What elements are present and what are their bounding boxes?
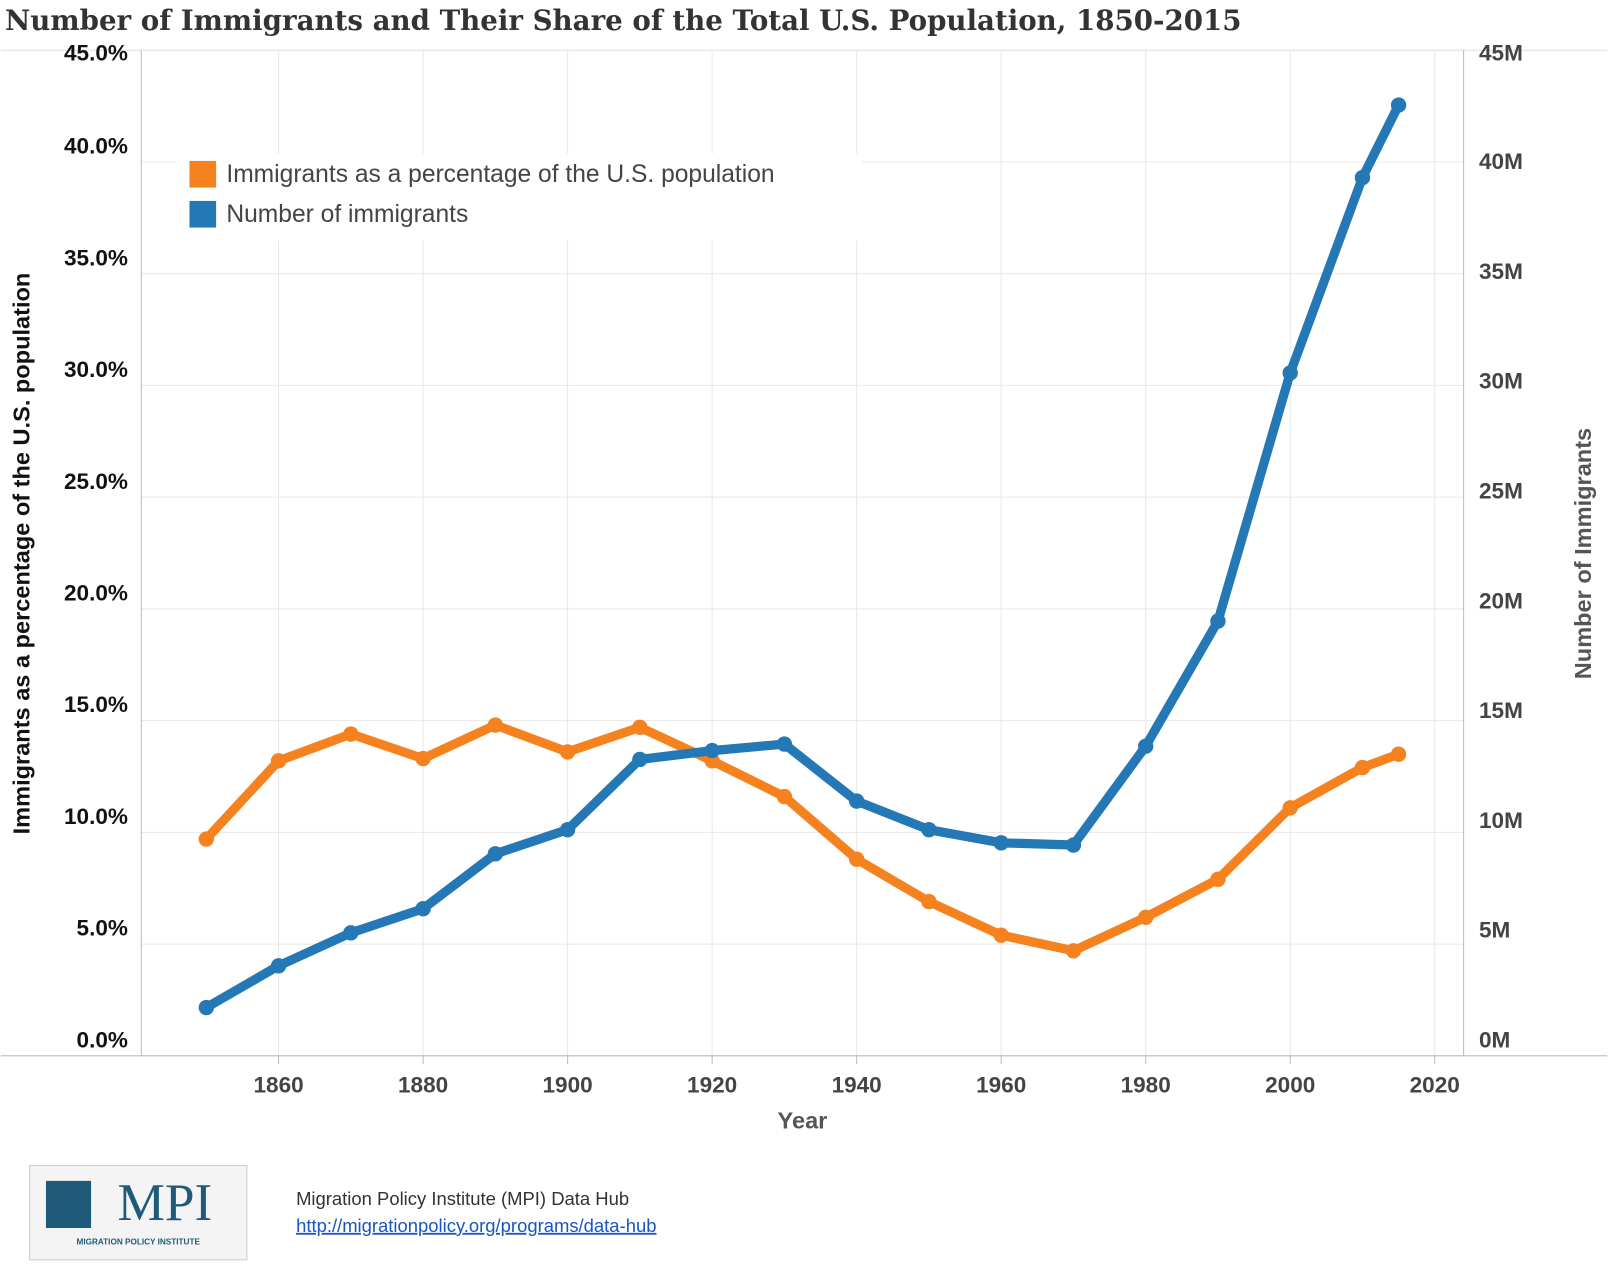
data-point <box>1354 759 1371 776</box>
y2-axis-title: Number of Immigrants <box>1570 428 1596 679</box>
data-point <box>487 717 504 733</box>
source-text: Migration Policy Institute (MPI) Data Hu… <box>296 1188 629 1209</box>
y-tick-label: 5.0% <box>77 916 128 941</box>
y2-tick-label: 30M <box>1479 369 1523 394</box>
y-tick-label: 40.0% <box>64 134 128 159</box>
logo-subtitle: MIGRATION POLICY INSTITUTE <box>77 1238 201 1247</box>
y2-tick-label: 15M <box>1479 698 1523 723</box>
data-point <box>415 750 431 767</box>
x-tick-label: 1900 <box>543 1073 593 1098</box>
y2-tick-label: 40M <box>1479 149 1523 174</box>
data-point <box>559 821 576 838</box>
series-line <box>202 720 1401 956</box>
data-point <box>1390 97 1407 113</box>
y-tick-label: 10.0% <box>64 804 128 829</box>
x-tick-label: 1980 <box>1121 1073 1171 1098</box>
data-point <box>1065 943 1082 959</box>
legend: Immigrants as a percentage of the U.S. p… <box>177 153 862 241</box>
data-point <box>1282 365 1298 381</box>
data-point <box>1138 738 1154 754</box>
y-tick-label: 25.0% <box>64 469 128 494</box>
data-point <box>776 736 793 752</box>
legend-label: Immigrants as a percentage of the U.S. p… <box>226 161 774 188</box>
data-point <box>559 744 576 760</box>
series-line <box>204 103 1403 1012</box>
data-point <box>632 719 648 736</box>
logo: MPI MIGRATION POLICY INSTITUTE <box>29 1164 248 1261</box>
data-point <box>415 901 431 917</box>
y-axis-title: Immigrants as a percentage of the U.S. p… <box>9 273 35 835</box>
data-point <box>198 831 215 847</box>
data-point <box>704 742 720 759</box>
data-point <box>1065 837 1082 853</box>
legend-swatch <box>189 160 217 188</box>
y2-tick-label: 10M <box>1479 808 1523 833</box>
y2-tick-label: 35M <box>1479 259 1523 284</box>
x-tick-label: 1880 <box>398 1073 448 1098</box>
data-point <box>848 793 865 809</box>
y2-tick-label: 20M <box>1479 588 1523 613</box>
x-tick-label: 1960 <box>976 1073 1026 1098</box>
data-point <box>993 835 1009 851</box>
legend-swatch <box>189 200 217 228</box>
data-point <box>776 788 793 805</box>
data-point <box>343 925 359 941</box>
data-point <box>343 726 359 742</box>
data-point <box>1390 746 1407 762</box>
x-tick-label: 1940 <box>832 1073 882 1098</box>
data-point <box>632 751 648 768</box>
y2-tick-label: 5M <box>1479 918 1510 943</box>
source-link[interactable]: http://migrationpolicy.org/programs/data… <box>296 1215 656 1236</box>
logo-mark <box>45 1180 92 1229</box>
data-point <box>993 927 1009 943</box>
y-tick-label: 20.0% <box>64 580 128 605</box>
data-point <box>1354 169 1371 186</box>
y-tick-label: 45.0% <box>64 40 128 65</box>
chart-title: Number of Immigrants and Their Share of … <box>5 4 1242 37</box>
data-point <box>198 999 215 1016</box>
x-tick-label: 1920 <box>687 1073 737 1098</box>
y-tick-label: 0.0% <box>77 1027 128 1052</box>
data-point <box>848 851 865 867</box>
x-tick-label: 2000 <box>1265 1073 1315 1098</box>
y2-tick-label: 25M <box>1479 479 1523 504</box>
data-point <box>1210 871 1226 887</box>
y-tick-label: 35.0% <box>64 245 128 270</box>
x-tick-label: 1860 <box>254 1073 304 1098</box>
data-point <box>487 846 504 862</box>
data-point <box>1210 613 1226 629</box>
data-point <box>921 821 937 838</box>
x-tick-label: 2020 <box>1410 1073 1460 1098</box>
data-point <box>921 893 937 910</box>
data-point <box>270 958 287 974</box>
y2-tick-label: 45M <box>1479 40 1523 65</box>
y-tick-label: 30.0% <box>64 357 128 382</box>
logo-text: MPI <box>117 1173 212 1232</box>
data-point <box>1282 800 1298 816</box>
legend-label: Number of immigrants <box>226 201 468 228</box>
y-tick-label: 15.0% <box>64 692 128 717</box>
data-point <box>270 753 287 769</box>
y2-tick-label: 0M <box>1479 1027 1510 1052</box>
legend-background <box>177 153 862 241</box>
data-point <box>1138 909 1154 925</box>
x-axis-title: Year <box>778 1108 828 1134</box>
marks <box>198 97 1407 1016</box>
